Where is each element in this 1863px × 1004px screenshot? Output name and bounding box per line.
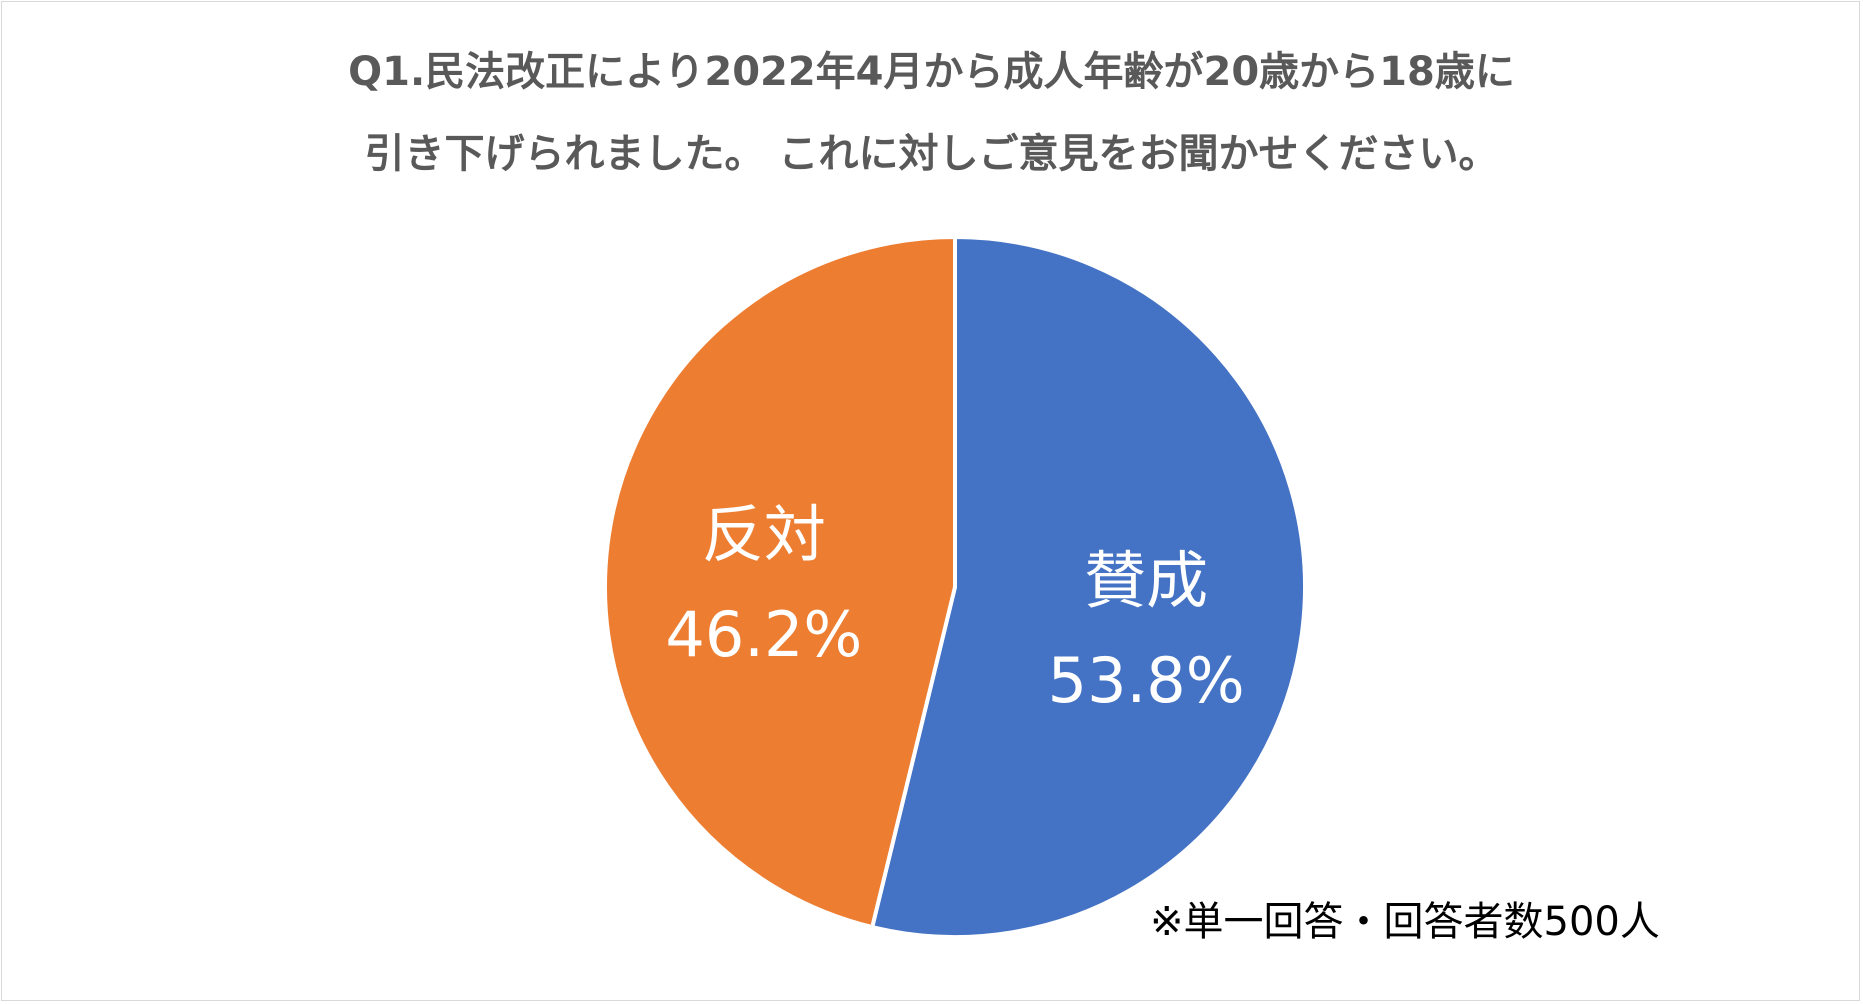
value-hantai: 46.2% <box>665 598 862 671</box>
chart-title-line-2: 引き下げられました。 これに対しご意見をお聞かせください。 <box>364 131 1499 177</box>
pie-slices <box>603 235 1307 939</box>
slice-hantai <box>603 235 957 930</box>
value-sansei: 53.8% <box>1048 644 1245 717</box>
label-hantai: 反対 <box>702 498 826 571</box>
label-sansei: 賛成 <box>1084 544 1208 617</box>
slice-sansei <box>870 235 1307 939</box>
chart-title-line-1: Q1.民法改正により2022年4月から成人年齢が20歳から18歳に <box>348 49 1515 95</box>
pie-labels: 賛成 53.8% 反対 46.2% <box>665 498 1244 717</box>
respondent-note: ※単一回答・回答者数500人 <box>1150 899 1660 945</box>
